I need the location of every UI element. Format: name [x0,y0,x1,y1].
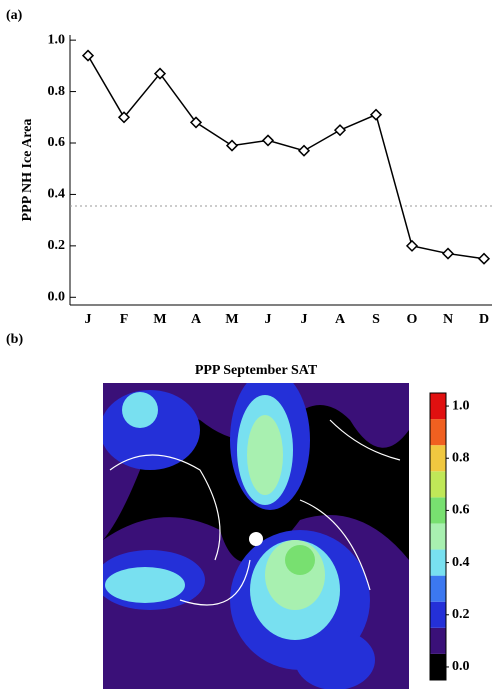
point-marker [153,67,167,80]
point-marker [81,49,95,62]
point-marker [369,108,383,121]
colorbar-label: 0.6 [452,503,470,518]
x-tick-label: M [153,312,166,327]
y-tick-label: 0.2 [48,238,66,253]
colorbar-swatch [430,445,446,472]
colorbar-label: 1.0 [452,398,470,413]
y-tick-label: 1.0 [48,32,66,47]
colorbar-label: 0.0 [452,659,470,674]
map [103,383,409,689]
point-marker [225,139,239,152]
colorbar-swatch [430,393,446,420]
x-tick-label: J [265,312,272,327]
point-marker [333,124,347,137]
point-marker [261,134,275,147]
panel-label: (a) [6,8,23,23]
y-tick-label: 0.6 [48,135,66,150]
x-tick-label: O [407,312,418,327]
x-tick-label: A [335,312,346,327]
point-marker [117,111,131,124]
colorbar-swatch [430,471,446,498]
y-tick-label: 0.0 [48,290,66,305]
colorbar-label: 0.2 [452,607,470,622]
x-tick-label: D [479,312,489,327]
point-marker [405,239,419,252]
colorbar-swatch [430,627,446,654]
y-tick-label: 0.8 [48,84,66,99]
panel-label: (b) [6,332,23,347]
colorbar-label: 0.8 [452,450,470,465]
point-marker [189,116,203,129]
colorbar-label: 0.4 [452,555,470,570]
x-tick-label: F [120,312,129,327]
x-tick-label: N [443,312,453,327]
colorbar-swatch [430,601,446,628]
x-tick-label: S [372,312,380,327]
data-line [87,55,485,260]
colorbar-swatch [430,497,446,524]
point-marker [297,144,311,157]
x-tick-label: M [225,312,238,327]
x-tick-label: J [85,312,92,327]
colorbar-swatch [430,549,446,576]
colorbar-swatch [430,653,446,680]
map-title: PPP September SAT [195,363,318,378]
y-axis-label: PPP NH Ice Area [20,119,35,222]
colorbar-swatch [430,575,446,602]
colorbar-frame [429,392,447,681]
x-tick-label: J [301,312,308,327]
colorbar-swatch [430,523,446,550]
colorbar-swatch [430,419,446,446]
point-marker [441,247,455,260]
x-tick-label: A [191,312,202,327]
point-marker [477,252,491,265]
y-tick-label: 0.4 [48,187,66,202]
